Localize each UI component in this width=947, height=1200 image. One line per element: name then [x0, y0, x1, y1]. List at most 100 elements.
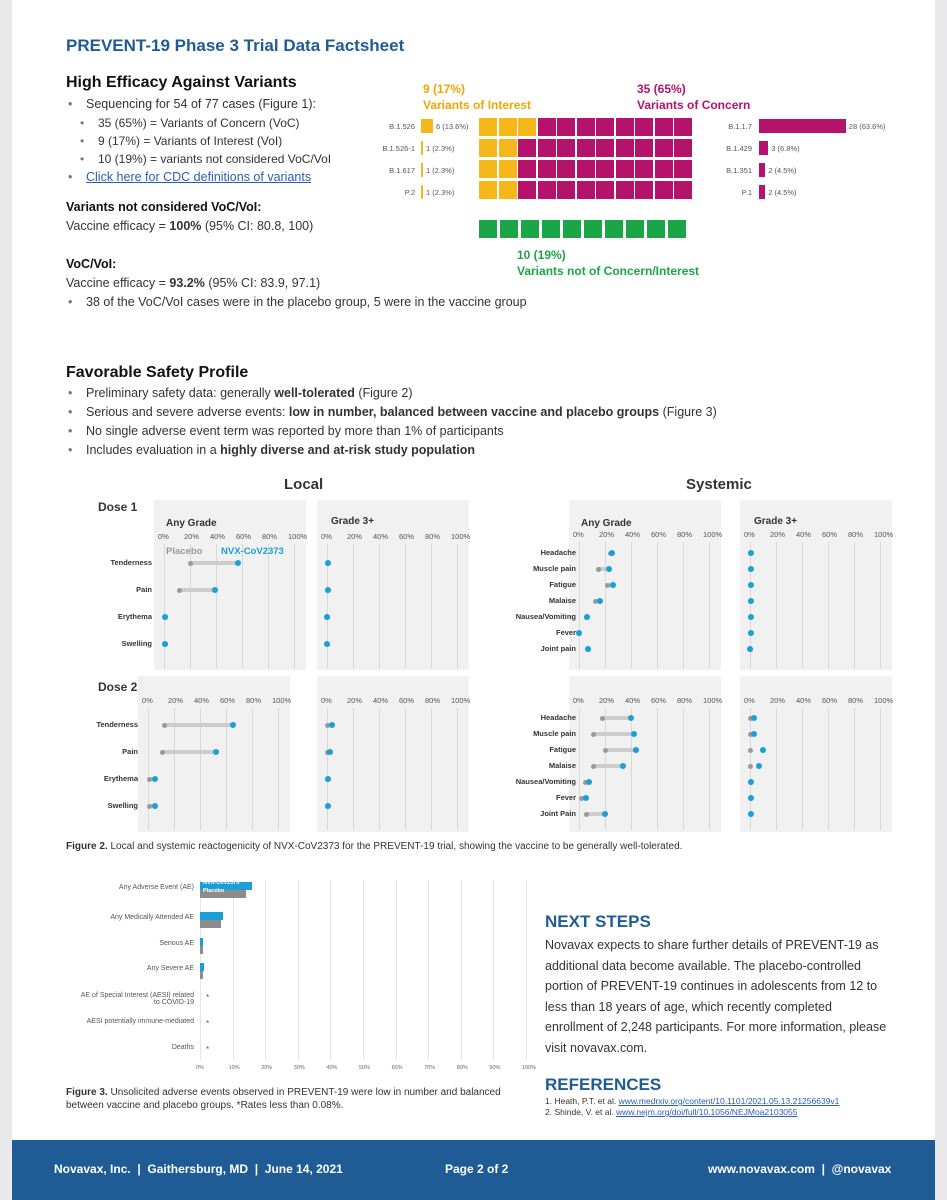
- axis-tick: 80%: [456, 1065, 468, 1071]
- gridline: [174, 708, 175, 830]
- axis-tick: 20%: [770, 696, 786, 705]
- vaccine-dot: [324, 641, 330, 647]
- variant-bar: [421, 185, 423, 199]
- gridline: [190, 544, 191, 668]
- range-bar: [593, 764, 624, 768]
- text: Serious and severe adverse events:: [86, 405, 289, 419]
- gridline: [579, 708, 580, 830]
- placebo-dot: [324, 722, 330, 728]
- local-title: Local: [284, 476, 324, 493]
- cdc-definitions-link[interactable]: Click here for CDC definitions of varian…: [86, 170, 312, 184]
- voc-cell: [674, 139, 692, 157]
- vaccine-dot: [162, 641, 169, 647]
- placebo-dot: [747, 747, 753, 753]
- placebo-bar: [200, 890, 246, 898]
- range-bar: [598, 567, 609, 571]
- any-grade-label: Any Grade: [581, 518, 632, 529]
- placebo-dot: [602, 747, 608, 753]
- row-label: Joint Pain: [540, 809, 576, 818]
- row-label: Swelling: [107, 801, 138, 810]
- axis-tick: 90%: [489, 1065, 501, 1071]
- vaccine-dot: [576, 630, 582, 636]
- gridline: [216, 544, 217, 668]
- any-grade-panel: [154, 500, 306, 670]
- voi-cell: [479, 118, 497, 136]
- axis-tick: 20%: [184, 532, 200, 541]
- gridline: [828, 708, 829, 830]
- vaccine-dot: [750, 731, 757, 737]
- voc-cell: [674, 181, 692, 199]
- ae-row-label: Any Severe AE: [146, 965, 194, 972]
- voc-count: 35 (65%): [637, 82, 686, 96]
- axis-tick: 60%: [220, 696, 236, 705]
- vaccine-dot: [596, 598, 603, 604]
- row-label: Malaise: [548, 761, 576, 770]
- axis-tick: 60%: [399, 532, 415, 541]
- voc-cell: [654, 181, 673, 199]
- row-label: Fatigue: [549, 745, 576, 754]
- reactogenicity-figure: Local Systemic Dose 1 Dose 2 Any Grade Grad…: [70, 476, 894, 834]
- vaccine-dot: [325, 587, 332, 593]
- range-bar: [593, 732, 634, 736]
- voc-cell: [596, 118, 614, 136]
- gridline: [776, 542, 777, 668]
- voc-cell: [615, 160, 634, 178]
- voc-cell: [537, 181, 556, 199]
- axis-tick: 80%: [677, 530, 693, 539]
- placebo-dot: [177, 587, 183, 593]
- gridline: [278, 708, 279, 830]
- row-label: Muscle pain: [533, 729, 576, 738]
- variant-name: P.2: [404, 188, 415, 197]
- axis-tick: 0%: [744, 530, 755, 539]
- voc-cell: [557, 181, 575, 199]
- gridline: [164, 544, 165, 668]
- axis-tick: 10%: [228, 1065, 240, 1071]
- safety-bullets: Preliminary safety data: generally well-…: [66, 384, 886, 460]
- row-label: Fever: [555, 628, 576, 637]
- reference-link[interactable]: www.medrxiv.org/content/10.1101/2021.05.…: [618, 1096, 840, 1106]
- gridline: [631, 542, 632, 668]
- efficacy-sub-bullet: 35 (65%) = Variants of Concern (VoC): [66, 114, 396, 132]
- gridline: [265, 880, 267, 1060]
- efficacy-sub-bullet: 9 (17%) = Variants of Interest (VoI): [66, 132, 396, 150]
- next-steps-heading: NEXT STEPS: [545, 912, 651, 931]
- efficacy-value: 93.2%: [169, 276, 205, 290]
- variant-bar: [421, 163, 423, 177]
- grade3-panel: [740, 500, 892, 670]
- voc-label: Variants of Concern: [637, 98, 751, 112]
- efficacy-prefix: Vaccine efficacy =: [66, 276, 170, 290]
- axis-tick: 70%: [424, 1065, 436, 1071]
- footer-website[interactable]: www.novavax.com | @novavax: [708, 1162, 892, 1176]
- safety-bullet: Includes evaluation in a highly diverse …: [66, 441, 886, 460]
- axis-tick: 80%: [425, 532, 441, 541]
- voc-cell: [654, 139, 673, 157]
- other-cell: [479, 220, 497, 238]
- axis-tick: 100%: [874, 530, 894, 539]
- other-cell: [668, 220, 686, 238]
- efficacy-bullet: Sequencing for 54 of 77 cases (Figure 1)…: [66, 95, 396, 114]
- row-label: Muscle pain: [533, 564, 576, 573]
- axis-tick: 100%: [874, 696, 894, 705]
- variant-value: 2 (4.5%): [768, 188, 797, 197]
- voc-cell: [518, 160, 536, 178]
- placebo-dot: [590, 763, 596, 769]
- gridline: [428, 880, 430, 1060]
- next-steps-body: Novavax expects to share further details…: [545, 938, 887, 1055]
- vaccine-dot: [151, 803, 158, 809]
- axis-tick: 0%: [573, 696, 584, 705]
- gridline: [460, 880, 462, 1060]
- reference-link[interactable]: www.nejm.org/doi/full/10.1056/NEJMoa2103…: [616, 1107, 798, 1117]
- axis-tick: 100%: [272, 696, 292, 705]
- voc-cell: [615, 139, 634, 157]
- axis-tick: 60%: [822, 696, 838, 705]
- placebo-legend: Placebo: [166, 546, 203, 557]
- variant-name: B.1.429: [726, 144, 752, 153]
- range-bar: [586, 812, 605, 816]
- axis-tick: 40%: [194, 696, 210, 705]
- axis-tick: 0%: [321, 696, 332, 705]
- vaccine-bar: [200, 938, 203, 946]
- other-count: 10 (19%): [517, 248, 566, 262]
- voc-cell: [537, 160, 556, 178]
- reference-author: 2. Shinde, V. et al.: [545, 1107, 617, 1117]
- placebo-dot: [159, 749, 165, 755]
